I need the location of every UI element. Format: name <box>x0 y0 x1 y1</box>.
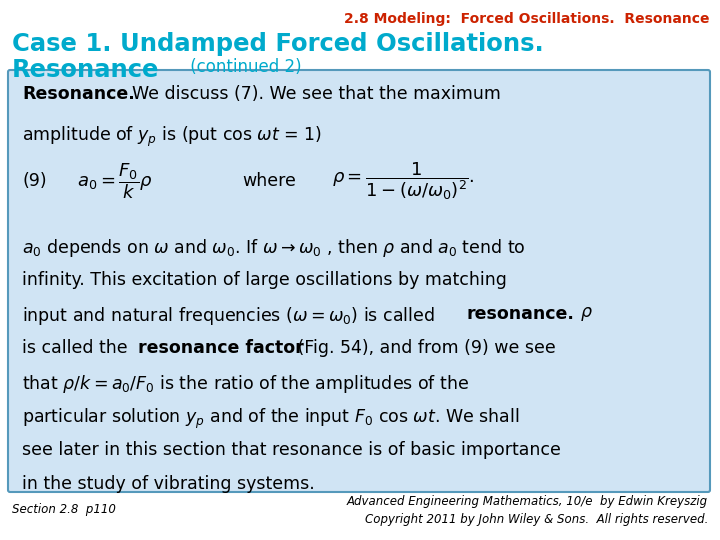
Text: in the study of vibrating systems.: in the study of vibrating systems. <box>22 475 315 493</box>
Text: Section 2.8  p110: Section 2.8 p110 <box>12 503 116 516</box>
FancyBboxPatch shape <box>8 70 710 492</box>
Text: We discuss (7). We see that the maximum: We discuss (7). We see that the maximum <box>132 85 501 103</box>
Text: amplitude of $y_p$ is (put cos $\omega t$ = 1): amplitude of $y_p$ is (put cos $\omega t… <box>22 125 323 149</box>
Text: Resonance: Resonance <box>12 58 159 82</box>
Text: is called the: is called the <box>22 339 133 357</box>
Text: where: where <box>242 172 296 190</box>
Text: Case 1. Undamped Forced Oscillations.: Case 1. Undamped Forced Oscillations. <box>12 32 544 56</box>
Text: Advanced Engineering Mathematics, 10/e  by Edwin Kreyszig: Advanced Engineering Mathematics, 10/e b… <box>347 496 708 509</box>
Text: particular solution $y_p$ and of the input $F_0$ cos $\omega t$. We shall: particular solution $y_p$ and of the inp… <box>22 407 519 431</box>
Text: resonance.: resonance. <box>467 305 575 323</box>
Text: Resonance.: Resonance. <box>22 85 135 103</box>
Text: (continued 2): (continued 2) <box>185 58 302 76</box>
Text: resonance factor: resonance factor <box>138 339 304 357</box>
Text: $\rho = \dfrac{1}{1-(\omega/\omega_0)^2}.$: $\rho = \dfrac{1}{1-(\omega/\omega_0)^2}… <box>332 160 474 202</box>
Text: (Fig. 54), and from (9) we see: (Fig. 54), and from (9) we see <box>292 339 556 357</box>
Text: see later in this section that resonance is of basic importance: see later in this section that resonance… <box>22 441 561 459</box>
Text: infinity. This excitation of large oscillations by matching: infinity. This excitation of large oscil… <box>22 271 507 289</box>
Text: Copyright 2011 by John Wiley & Sons.  All rights reserved.: Copyright 2011 by John Wiley & Sons. All… <box>364 514 708 526</box>
Text: $a_0$ depends on $\omega$ and $\omega_0$. If $\omega \to \omega_0$ , then $\rho$: $a_0$ depends on $\omega$ and $\omega_0$… <box>22 237 526 259</box>
Text: input and natural frequencies ($\omega = \omega_0$) is called: input and natural frequencies ($\omega =… <box>22 305 436 327</box>
Text: $\rho$: $\rho$ <box>575 305 593 323</box>
Text: that $\rho /k = a_0/F_0$ is the ratio of the amplitudes of the: that $\rho /k = a_0/F_0$ is the ratio of… <box>22 373 469 395</box>
Text: $a_0 = \dfrac{F_0}{k}\rho$: $a_0 = \dfrac{F_0}{k}\rho$ <box>77 161 153 201</box>
Text: (9): (9) <box>22 172 47 190</box>
Text: 2.8 Modeling:  Forced Oscillations.  Resonance: 2.8 Modeling: Forced Oscillations. Reson… <box>344 12 710 26</box>
